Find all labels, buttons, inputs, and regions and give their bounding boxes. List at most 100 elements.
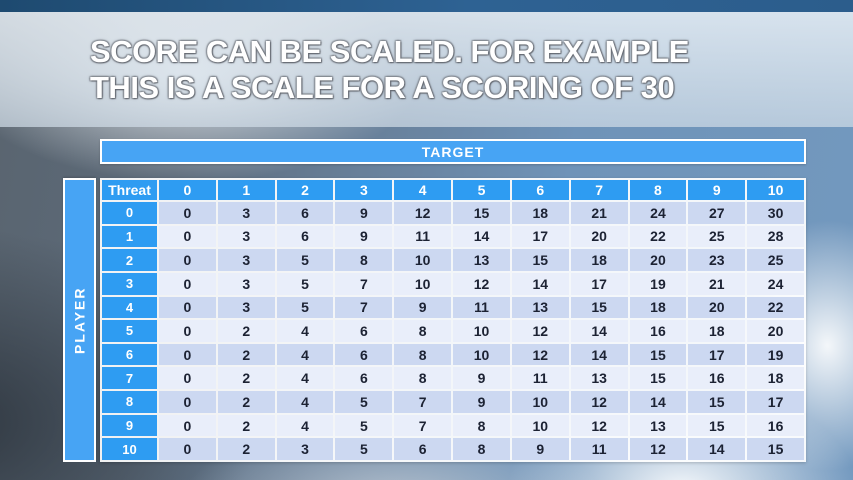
matrix-cell: 15 (688, 414, 746, 437)
slide-title-line-2: THIS IS A SCALE FOR A SCORING OF 30 (90, 70, 675, 105)
top-accent-strip (0, 0, 853, 12)
matrix-cell: 8 (394, 367, 452, 390)
matrix-cell: 10 (453, 320, 510, 342)
matrix-cell: 15 (688, 391, 746, 413)
matrix-cell: 12 (629, 438, 687, 460)
matrix-cell: 9 (453, 391, 510, 413)
matrix-cell: 15 (511, 249, 569, 271)
matrix-cell: 3 (217, 202, 275, 224)
column-header-8: 8 (629, 180, 687, 200)
matrix-cell: 15 (570, 296, 628, 319)
row-header-1: 1 (102, 225, 157, 248)
matrix-cell: 9 (511, 438, 569, 460)
matrix-cell: 24 (629, 202, 687, 224)
row-header-3: 3 (102, 272, 157, 295)
matrix-cell: 0 (159, 438, 216, 460)
matrix-cell: 18 (511, 202, 569, 224)
column-header-10: 10 (747, 180, 804, 200)
matrix-cell: 4 (276, 367, 334, 390)
matrix-cell: 20 (747, 320, 804, 342)
matrix-cell: 27 (688, 202, 746, 224)
matrix-cell: 17 (511, 225, 569, 248)
column-header-5: 5 (453, 180, 510, 200)
matrix-cell: 0 (159, 320, 216, 342)
matrix-cell: 0 (159, 272, 216, 295)
matrix-cell: 3 (217, 225, 275, 248)
matrix-cell: 0 (159, 391, 216, 413)
matrix-cell: 10 (394, 272, 452, 295)
column-header-0: 0 (159, 180, 216, 200)
matrix-cell: 8 (394, 343, 452, 366)
matrix-cell: 25 (747, 249, 804, 271)
player-header-bar: PLAYER (63, 178, 96, 462)
matrix-cell: 13 (629, 414, 687, 437)
row-header-9: 9 (102, 414, 157, 437)
row-header-6: 6 (102, 343, 157, 366)
column-header-3: 3 (335, 180, 393, 200)
matrix-cell: 10 (511, 391, 569, 413)
threat-corner-label: Threat (102, 180, 157, 200)
matrix-cell: 24 (747, 272, 804, 295)
matrix-cell: 14 (453, 225, 510, 248)
matrix-cell: 0 (159, 367, 216, 390)
matrix-cell: 17 (747, 391, 804, 413)
slide-title-line-1: SCORE CAN BE SCALED. FOR EXAMPLE (90, 34, 689, 69)
matrix-cell: 23 (688, 249, 746, 271)
matrix-cell: 12 (453, 272, 510, 295)
matrix-cell: 7 (335, 272, 393, 295)
matrix-cell: 22 (629, 225, 687, 248)
matrix-cell: 16 (688, 367, 746, 390)
matrix-cell: 21 (570, 202, 628, 224)
player-label: PLAYER (71, 286, 88, 354)
row-header-7: 7 (102, 367, 157, 390)
matrix-cell: 20 (629, 249, 687, 271)
matrix-cell: 7 (335, 296, 393, 319)
matrix-cell: 0 (159, 202, 216, 224)
matrix-cell: 15 (747, 438, 804, 460)
matrix-cell: 19 (629, 272, 687, 295)
matrix-cell: 14 (570, 320, 628, 342)
row-header-8: 8 (102, 391, 157, 413)
row-header-5: 5 (102, 320, 157, 342)
matrix-cell: 6 (335, 343, 393, 366)
matrix-cell: 16 (747, 414, 804, 437)
matrix-cell: 4 (276, 320, 334, 342)
matrix-cell: 8 (453, 414, 510, 437)
matrix-cell: 3 (217, 296, 275, 319)
matrix-cell: 3 (217, 272, 275, 295)
matrix-cell: 14 (511, 272, 569, 295)
matrix-cell: 0 (159, 343, 216, 366)
matrix-cell: 6 (335, 320, 393, 342)
matrix-cell: 20 (688, 296, 746, 319)
matrix-cell: 8 (453, 438, 510, 460)
matrix-cell: 5 (276, 296, 334, 319)
matrix-cell: 4 (276, 391, 334, 413)
row-header-10: 10 (102, 438, 157, 460)
matrix-cell: 10 (453, 343, 510, 366)
matrix-cell: 18 (747, 367, 804, 390)
target-label: TARGET (421, 143, 485, 160)
matrix-cell: 11 (453, 296, 510, 319)
matrix-cell: 11 (511, 367, 569, 390)
matrix-cell: 3 (276, 438, 334, 460)
column-header-9: 9 (688, 180, 746, 200)
matrix-cell: 16 (629, 320, 687, 342)
matrix-cell: 22 (747, 296, 804, 319)
matrix-cell: 9 (335, 202, 393, 224)
matrix-cell: 0 (159, 249, 216, 271)
matrix-cell: 2 (217, 414, 275, 437)
row-header-4: 4 (102, 296, 157, 319)
matrix-cell: 14 (629, 391, 687, 413)
matrix-cell: 18 (629, 296, 687, 319)
matrix-cell: 2 (217, 438, 275, 460)
column-header-4: 4 (394, 180, 452, 200)
matrix-cell: 17 (688, 343, 746, 366)
matrix-cell: 6 (276, 225, 334, 248)
slide-title: SCORE CAN BE SCALED. FOR EXAMPLE THIS IS… (90, 34, 830, 106)
matrix-cell: 6 (335, 367, 393, 390)
matrix-cell: 12 (511, 320, 569, 342)
matrix-cell: 10 (394, 249, 452, 271)
column-header-1: 1 (217, 180, 275, 200)
matrix-cell: 13 (453, 249, 510, 271)
matrix-cell: 6 (394, 438, 452, 460)
